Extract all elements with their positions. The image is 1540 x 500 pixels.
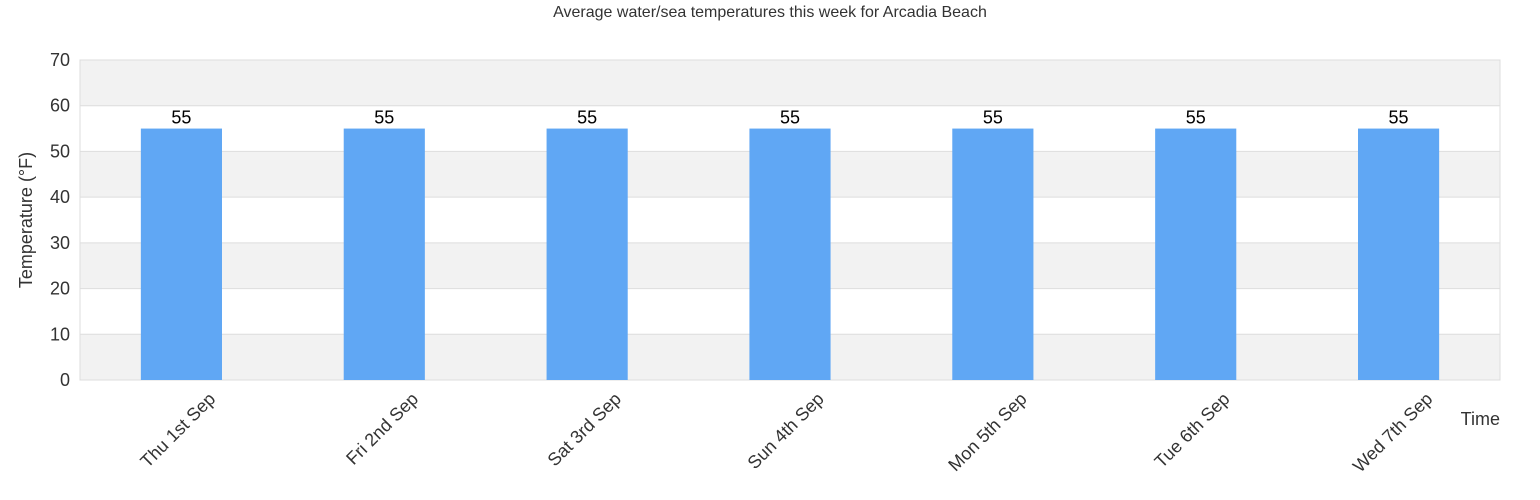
data-labels: 55 55 55 55 55 55 55: [171, 108, 1408, 128]
bar-value-label: 55: [171, 108, 191, 128]
x-axis-label: Time: [1461, 409, 1500, 429]
x-tick-label: Thu 1st Sep: [136, 389, 219, 472]
bar: [952, 128, 1034, 380]
bar-value-label: 55: [983, 108, 1003, 128]
plot-band: [80, 60, 1500, 106]
bar: [1358, 128, 1440, 380]
bar: [140, 128, 222, 380]
y-tick-label: 0: [60, 370, 70, 390]
bar-value-label: 55: [1389, 108, 1409, 128]
y-axis-ticks: 0 10 20 30 40 50 60 70: [50, 50, 70, 390]
x-tick-label: Wed 7th Sep: [1349, 389, 1437, 477]
chart-title: Average water/sea temperatures this week…: [553, 4, 987, 21]
bar: [749, 128, 831, 380]
x-tick-label: Sun 4th Sep: [744, 389, 828, 473]
x-axis-ticks: Thu 1st Sep Fri 2nd Sep Sat 3rd Sep Sun 4th…: [136, 389, 1436, 477]
bar: [1155, 128, 1237, 380]
bar-series: [140, 128, 1440, 380]
bar-value-label: 55: [1186, 108, 1206, 128]
x-tick-label: Fri 2nd Sep: [342, 389, 422, 469]
y-tick-label: 30: [50, 233, 70, 253]
y-tick-label: 50: [50, 141, 70, 161]
bar-value-label: 55: [780, 108, 800, 128]
bar: [343, 128, 425, 380]
x-tick-label: Tue 6th Sep: [1151, 389, 1234, 472]
y-tick-label: 60: [50, 96, 70, 116]
x-tick-label: Mon 5th Sep: [944, 389, 1030, 475]
bar-value-label: 55: [577, 108, 597, 128]
y-axis-label: Temperature (°F): [16, 152, 36, 288]
bar: [546, 128, 628, 380]
y-tick-label: 40: [50, 187, 70, 207]
y-tick-label: 70: [50, 50, 70, 70]
y-tick-label: 20: [50, 279, 70, 299]
y-tick-label: 10: [50, 324, 70, 344]
x-tick-label: Sat 3rd Sep: [544, 389, 625, 470]
bar-value-label: 55: [374, 108, 394, 128]
